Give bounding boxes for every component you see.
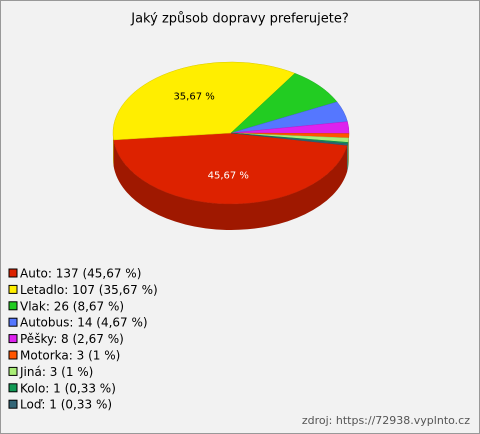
legend-label: Motorka: 3 (1 %) (20, 349, 120, 363)
legend-swatch (8, 366, 18, 376)
slice-side (113, 139, 348, 230)
legend-swatch (8, 383, 18, 393)
legend-swatch (8, 334, 18, 344)
slice-side (113, 133, 114, 166)
slice (113, 132, 348, 205)
legend-label: Letadlo: 107 (35,67 %) (20, 283, 158, 297)
legend-label: Jiná: 3 (1 %) (19, 365, 93, 379)
legend-label: Kolo: 1 (0,33 %) (20, 381, 116, 395)
value-label: 45,67 % (208, 171, 249, 182)
legend-swatch (8, 399, 18, 409)
legend-swatch (8, 284, 18, 294)
legend-swatch (8, 268, 18, 278)
legend-label: Auto: 137 (45,67 %) (20, 267, 141, 281)
legend-swatch (8, 301, 18, 311)
source: zdroj: https://72938.vyplnto.cz (302, 414, 470, 427)
slice (112, 61, 296, 141)
legend-swatch (8, 350, 18, 360)
legend-label: Autobus: 14 (4,67 %) (20, 316, 148, 330)
legend-label: Pěšky: 8 (2,67 %) (20, 332, 124, 346)
legend-label: Vlak: 26 (8,67 %) (20, 299, 124, 313)
legend-swatch (8, 317, 18, 327)
value-label: 35,67 % (173, 92, 214, 103)
legend-label: Loď: 1 (0,33 %) (20, 398, 112, 412)
chart-title: Jaký způsob dopravy preferujete? (130, 12, 348, 27)
slice (230, 132, 348, 146)
slice-side (347, 137, 349, 169)
